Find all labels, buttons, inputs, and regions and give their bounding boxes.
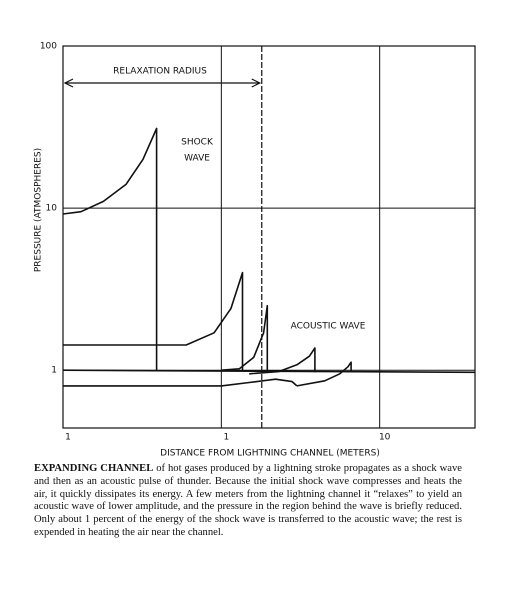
- x-tick-label: 10: [379, 433, 391, 443]
- y-tick-label: 1: [51, 366, 57, 376]
- shock-label: SHOCK: [181, 138, 214, 148]
- pressure-curve: [221, 304, 269, 371]
- arrow-head: [251, 78, 262, 88]
- relaxation-label: RELAXATION RADIUS: [113, 67, 207, 77]
- caption: EXPANDING CHANNEL of hot gases produced …: [34, 463, 462, 540]
- y-tick-label: 100: [40, 42, 57, 52]
- y-tick-label: 10: [46, 204, 58, 214]
- caption-lead: EXPANDING CHANNEL: [34, 463, 154, 474]
- pressure-curve: [249, 347, 316, 375]
- acoustic-label: ACOUSTIC WAVE: [291, 322, 366, 332]
- caption-text: of hot gases produced by a lightning str…: [34, 463, 462, 538]
- pressure-curve: [63, 271, 244, 371]
- y-axis-label: PRESSURE (ATMOSPHERES): [34, 148, 44, 272]
- shock-label: WAVE: [184, 154, 210, 164]
- pressure-curve: [296, 361, 352, 387]
- chart: PRESSURE (ATMOSPHERES) DISTANCE FROM LIG…: [34, 42, 476, 459]
- pressure-curve: [62, 127, 158, 371]
- arrow-head: [63, 78, 74, 88]
- pressure-curve: [62, 369, 476, 374]
- pressure-curve: [63, 378, 298, 387]
- x-tick-label: 1: [65, 433, 71, 443]
- x-axis-label: DISTANCE FROM LIGHTNING CHANNEL (METERS): [160, 449, 380, 459]
- x-tick-label: 1: [223, 433, 229, 443]
